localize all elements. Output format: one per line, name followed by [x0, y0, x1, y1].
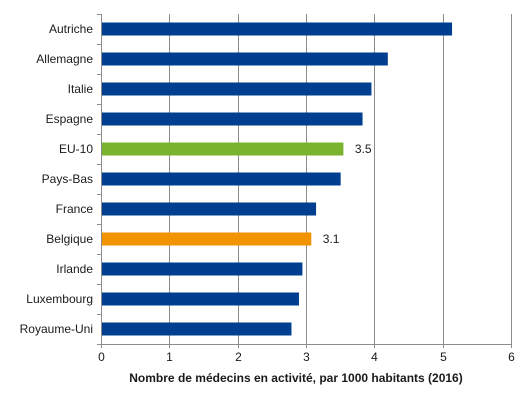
bar-france: [101, 202, 317, 216]
bar-pays-bas: [101, 172, 341, 186]
category-label: Luxembourg: [26, 292, 93, 306]
x-axis-title: Nombre de médecins en activité, par 1000…: [129, 371, 462, 385]
bar-allemagne: [101, 52, 388, 66]
x-tick-label: 3: [303, 350, 310, 364]
bar-belgique: [101, 232, 312, 246]
category-label: France: [56, 202, 94, 216]
x-tick-label: 6: [508, 350, 515, 364]
category-label: Allemagne: [36, 52, 93, 66]
bar-eu-10: [101, 142, 344, 156]
bars: [101, 22, 453, 336]
bar-irlande: [101, 262, 303, 276]
category-label: Pays-Bas: [42, 172, 93, 186]
data-label: 3.5: [355, 142, 372, 156]
bar-royaume-uni: [101, 322, 292, 336]
x-tick-label: 4: [371, 350, 378, 364]
bar-autriche: [101, 22, 453, 36]
category-label: Irlande: [56, 262, 93, 276]
x-tick-label: 0: [98, 350, 105, 364]
category-label: EU-10: [59, 142, 93, 156]
axes: [97, 14, 512, 348]
bar-luxembourg: [101, 292, 299, 306]
x-tick-label: 2: [235, 350, 242, 364]
bar-italie: [101, 82, 372, 96]
category-label: Royaume-Uni: [20, 322, 93, 336]
x-tick-label: 5: [440, 350, 447, 364]
bar-espagne: [101, 112, 363, 126]
category-label: Autriche: [49, 22, 93, 36]
labels: 0 1 2 3 4 5 6 Autriche Allemagne Italie Espagne EU-…: [20, 22, 516, 364]
category-label: Espagne: [46, 112, 94, 126]
data-label: 3.1: [323, 232, 340, 246]
category-label: Belgique: [46, 232, 93, 246]
category-label: Italie: [68, 82, 94, 96]
x-tick-label: 1: [166, 350, 173, 364]
